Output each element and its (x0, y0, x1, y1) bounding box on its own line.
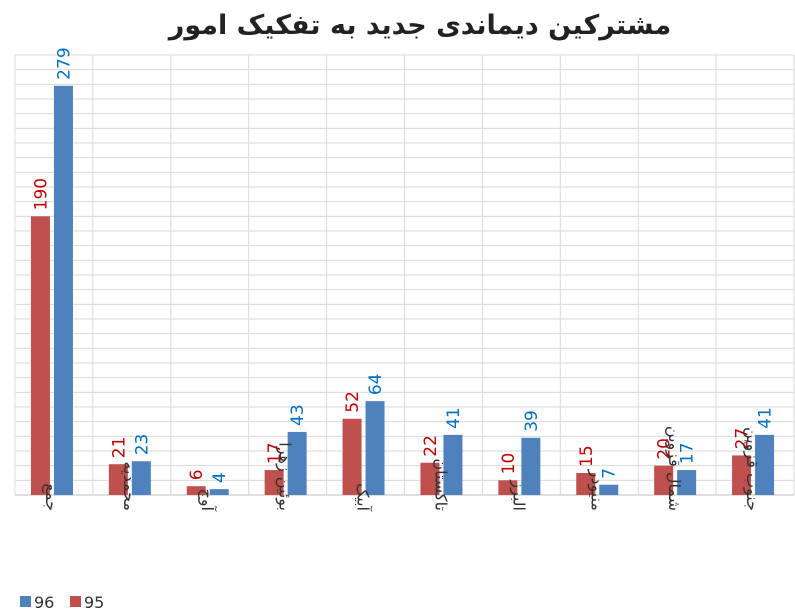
bar (342, 418, 362, 495)
data-label: 6 (187, 469, 207, 480)
legend-label: 95 (84, 593, 104, 612)
data-label: 39 (522, 410, 542, 432)
data-label: 21 (109, 437, 129, 459)
data-label: 4 (210, 472, 230, 483)
x-tick-label: جمع (41, 483, 61, 511)
bar (443, 434, 463, 495)
x-tick-label: آبیک (354, 483, 373, 513)
bar (677, 470, 697, 495)
data-label: 15 (577, 445, 597, 467)
bar (53, 85, 73, 496)
bar (732, 455, 752, 495)
data-label: 190 (31, 178, 51, 210)
data-label: 52 (343, 391, 363, 413)
bar (576, 473, 596, 495)
data-label: 43 (288, 404, 308, 426)
x-tick-label: شمال قزوین (664, 426, 684, 511)
bar (30, 216, 50, 496)
bar (755, 434, 775, 495)
x-tick-label: آوج (197, 489, 217, 513)
data-label: 7 (600, 468, 620, 479)
data-label: 27 (733, 428, 753, 450)
data-label: 22 (421, 435, 441, 457)
data-label: 17 (678, 442, 698, 464)
x-tick-label: منیودر (586, 469, 606, 511)
data-label: 41 (756, 407, 776, 429)
data-label: 279 (54, 47, 74, 79)
bar (287, 431, 307, 495)
x-tick-label: جنوب قزوین (742, 427, 762, 511)
data-label: 64 (366, 373, 386, 395)
bar (365, 401, 385, 495)
bar (108, 464, 128, 495)
bar (209, 489, 229, 495)
x-tick-label: البرز (508, 479, 528, 511)
data-label: 23 (132, 434, 152, 456)
data-label: 20 (655, 438, 675, 460)
x-tick-label: محمدیه (120, 461, 139, 511)
legend-swatch (70, 596, 81, 607)
legend-swatch (20, 596, 31, 607)
bar (186, 486, 206, 495)
chart-title: مشترکین دیماندی جدید به تفکیک امور (167, 10, 671, 41)
bar (498, 480, 518, 495)
bar (420, 462, 440, 495)
legend-label: 96 (34, 593, 54, 612)
data-label: 41 (444, 407, 464, 429)
bar (131, 461, 151, 495)
bar (521, 437, 541, 495)
x-tick-label: تاکستان (431, 458, 450, 511)
bar (654, 465, 674, 495)
x-tick-label: بوئین زهرا (275, 442, 295, 511)
data-label: 10 (499, 453, 519, 475)
bar (264, 470, 284, 495)
data-label: 17 (265, 442, 285, 464)
bar (599, 484, 619, 495)
